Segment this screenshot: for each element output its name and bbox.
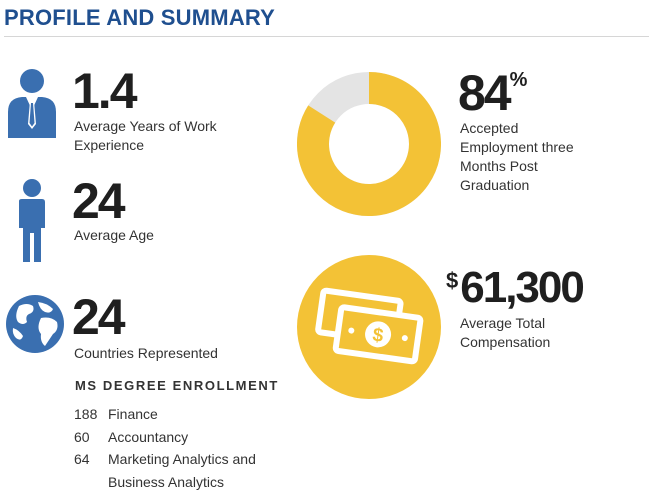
compensation-value: $61,300 (446, 263, 585, 312)
ms-enrollment-list: 188 Finance 60 Accountancy 64 Marketing … (74, 403, 308, 493)
currency-symbol: $ (446, 268, 459, 293)
age-label: Average Age (74, 227, 154, 243)
title-divider (4, 36, 649, 37)
enrollment-count: 64 (74, 451, 90, 467)
enrollment-program: Accountancy (108, 428, 189, 445)
experience-label: Average Years of Work Experience (74, 118, 217, 153)
enrollment-count: 188 (74, 406, 98, 422)
employment-label: Accepted Employment three Months Post Gr… (460, 120, 574, 193)
globe-icon (5, 294, 65, 354)
person-icon (14, 178, 50, 264)
percent-sign: % (509, 69, 528, 91)
employment-donut-chart (297, 72, 441, 221)
list-item: 60 Accountancy (74, 426, 308, 449)
employment-value: 84% (458, 68, 527, 118)
experience-value: 1.4 (72, 63, 138, 119)
enrollment-count: 60 (74, 428, 90, 445)
employment-number: 84 (458, 65, 512, 121)
compensation-number: 61,300 (460, 263, 585, 312)
list-item: 188 Finance (74, 403, 308, 426)
enrollment-program: Finance (108, 406, 158, 422)
page-title: PROFILE AND SUMMARY (4, 5, 276, 30)
age-value: 24 (72, 173, 126, 229)
donut-fill-arc (297, 72, 441, 216)
ms-enrollment-heading: MS DEGREE ENROLLMENT (75, 378, 279, 393)
list-item: 64 Marketing Analytics and Business Anal… (74, 448, 308, 493)
countries-value: 24 (72, 289, 126, 345)
compensation-label: Average Total Compensation (460, 315, 551, 350)
cash-icon: $ (297, 255, 441, 399)
businessman-icon (4, 68, 60, 140)
countries-label: Countries Represented (74, 345, 218, 361)
enrollment-program: Marketing Analytics and Business Analyti… (108, 451, 256, 490)
svg-text:$: $ (371, 325, 385, 347)
